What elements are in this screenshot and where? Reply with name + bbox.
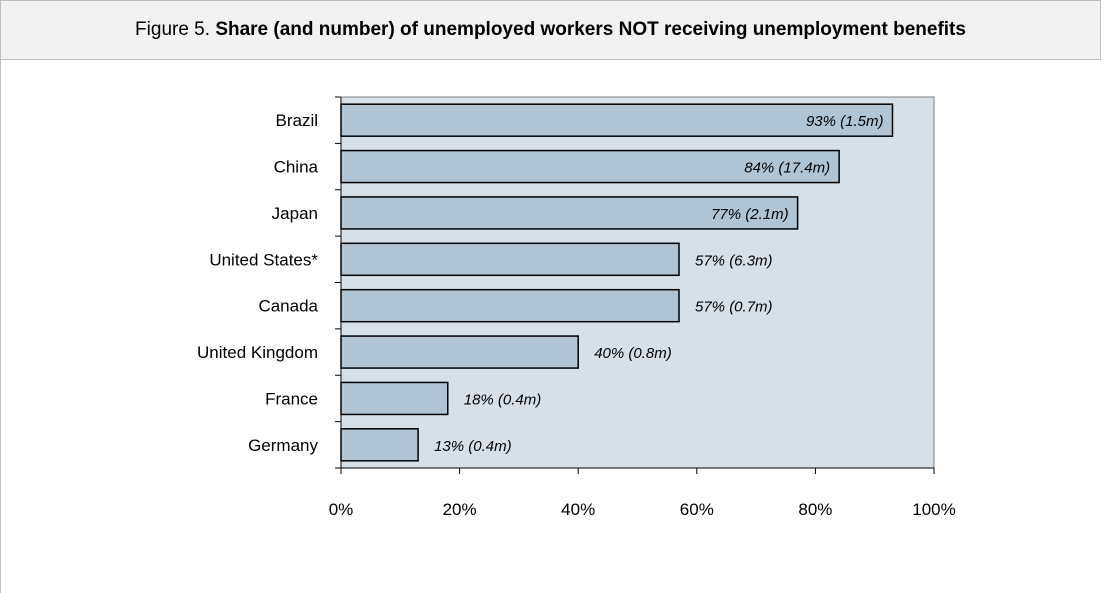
x-tick-label: 0% (329, 500, 354, 519)
axes (335, 96, 935, 474)
data-label: 84% (17.4m) (744, 160, 830, 177)
data-label: 57% (6.3m) (695, 252, 773, 269)
category-label: Germany (248, 436, 318, 455)
bar-japan (340, 196, 799, 230)
bar-united-states (340, 242, 680, 277)
data-label: 93% (1.5m) (806, 113, 884, 130)
data-label: 18% (0.4m) (464, 391, 542, 408)
category-label: United Kingdom (197, 343, 318, 362)
data-label: 13% (0.4m) (434, 438, 512, 455)
figure-header (0, 0, 1101, 60)
x-tick-label: 100% (912, 500, 955, 519)
category-label: Japan (272, 204, 318, 223)
data-label: 77% (2.1m) (711, 206, 789, 223)
x-tick-label: 20% (443, 500, 477, 519)
x-tick-label: 80% (798, 500, 832, 519)
x-tick-label: 40% (561, 500, 595, 519)
bar-united-kingdom (340, 335, 579, 369)
category-label: United States* (209, 250, 318, 269)
bar-france (340, 381, 449, 416)
category-label: France (265, 389, 318, 408)
data-label: 40% (0.8m) (594, 345, 672, 362)
bars (340, 103, 894, 462)
figure-number: Figure 5. (135, 19, 216, 40)
figure-title: Figure 5. Share (and number) of unemploy… (0, 0, 1101, 60)
category-label: Brazil (275, 111, 318, 130)
labels: Brazil 93% (1.5m) China 84% (17.4m) Japan 77%… (197, 111, 956, 519)
figure-left-border (0, 60, 1, 593)
bar-chart: Brazil 93% (1.5m) China 84% (17.4m) Japan 77%… (197, 96, 956, 519)
data-label: 57% (0.7m) (695, 299, 773, 316)
bar-canada (340, 288, 680, 323)
category-label: Canada (258, 297, 318, 316)
x-tick-label: 60% (680, 500, 714, 519)
bar-germany (340, 428, 419, 462)
category-label: China (274, 158, 319, 177)
bar-brazil (340, 103, 894, 137)
chart-title: Share (and number) of unemployed workers… (215, 19, 966, 40)
